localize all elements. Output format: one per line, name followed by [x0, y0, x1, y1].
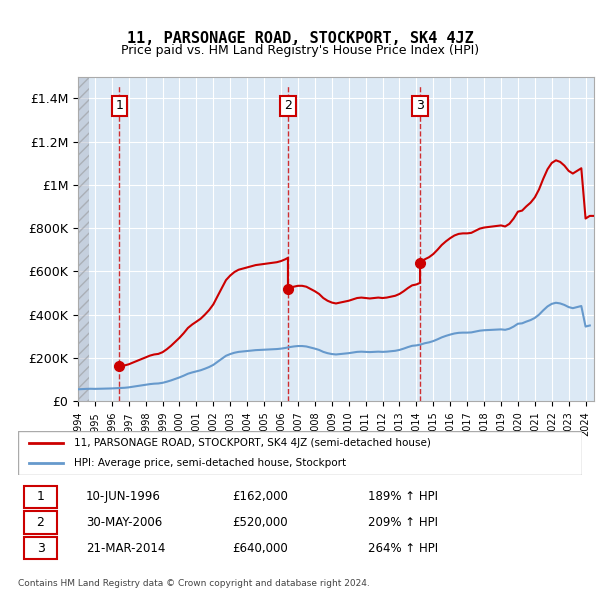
Text: Price paid vs. HM Land Registry's House Price Index (HPI): Price paid vs. HM Land Registry's House … [121, 44, 479, 57]
FancyBboxPatch shape [23, 486, 58, 508]
Text: 21-MAR-2014: 21-MAR-2014 [86, 542, 165, 555]
Text: 3: 3 [416, 99, 424, 113]
Text: 10-JUN-1996: 10-JUN-1996 [86, 490, 161, 503]
FancyBboxPatch shape [23, 512, 58, 533]
Text: 1: 1 [37, 490, 44, 503]
Text: 209% ↑ HPI: 209% ↑ HPI [368, 516, 437, 529]
Text: 11, PARSONAGE ROAD, STOCKPORT, SK4 4JZ: 11, PARSONAGE ROAD, STOCKPORT, SK4 4JZ [127, 31, 473, 46]
Text: 1: 1 [115, 99, 123, 113]
Text: HPI: Average price, semi-detached house, Stockport: HPI: Average price, semi-detached house,… [74, 458, 347, 467]
Text: Contains HM Land Registry data © Crown copyright and database right 2024.
This d: Contains HM Land Registry data © Crown c… [18, 579, 370, 590]
Text: 3: 3 [37, 542, 44, 555]
Text: 30-MAY-2006: 30-MAY-2006 [86, 516, 162, 529]
FancyBboxPatch shape [23, 537, 58, 559]
Bar [78, 77, 89, 401]
Text: 264% ↑ HPI: 264% ↑ HPI [368, 542, 438, 555]
Text: £520,000: £520,000 [232, 516, 288, 529]
Text: £162,000: £162,000 [232, 490, 288, 503]
FancyBboxPatch shape [18, 431, 582, 475]
Text: £640,000: £640,000 [232, 542, 288, 555]
Text: 2: 2 [37, 516, 44, 529]
Text: 11, PARSONAGE ROAD, STOCKPORT, SK4 4JZ (semi-detached house): 11, PARSONAGE ROAD, STOCKPORT, SK4 4JZ (… [74, 438, 431, 448]
Text: 2: 2 [284, 99, 292, 113]
Text: 189% ↑ HPI: 189% ↑ HPI [368, 490, 437, 503]
